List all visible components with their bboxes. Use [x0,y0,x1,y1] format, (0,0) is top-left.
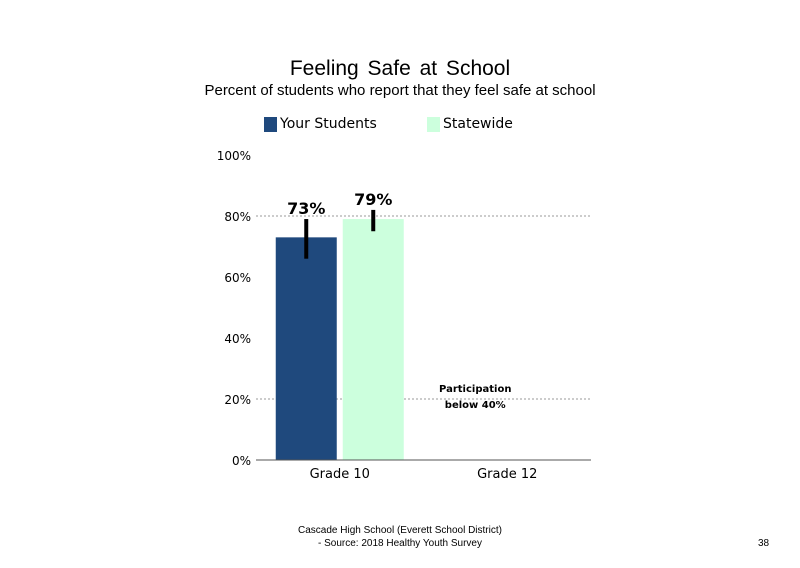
legend-label-statewide: Statewide [443,116,513,132]
page-number: 38 [758,538,770,549]
x-tick-label-0: Grade 10 [310,467,370,482]
annotation-line-0: Participation [439,384,511,395]
legend-swatch-statewide [427,116,440,132]
bar-statewide-0 [342,219,404,460]
y-tick-label-1: 20% [224,393,251,407]
y-tick-label-5: 100% [217,149,251,163]
legend-swatch-your-students [264,116,277,132]
y-tick-label-3: 60% [224,271,251,285]
chart-title: Feeling Safe at School [289,57,511,80]
data-label-1-0: 79% [354,190,392,209]
legend-item-statewide: Statewide [427,115,513,133]
footer: Cascade High School (Everett School Dist… [0,524,800,550]
bar-your-students-0 [275,237,337,460]
legend-item-your-students: Your Students [264,115,377,133]
chart-subtitle: Percent of students who report that they… [204,82,596,99]
footer-school: Cascade High School (Everett School Dist… [298,525,502,536]
y-tick-label-4: 80% [224,210,251,224]
data-label-0-0: 73% [287,199,325,218]
x-tick-label-1: Grade 12 [477,467,537,482]
y-tick-label-2: 40% [224,332,251,346]
footer-source: - Source: 2018 Healthy Youth Survey [318,538,482,549]
annotation-line-1: below 40% [445,400,506,411]
legend-label-your-students: Your Students [280,116,377,132]
y-tick-label-0: 0% [232,454,251,468]
